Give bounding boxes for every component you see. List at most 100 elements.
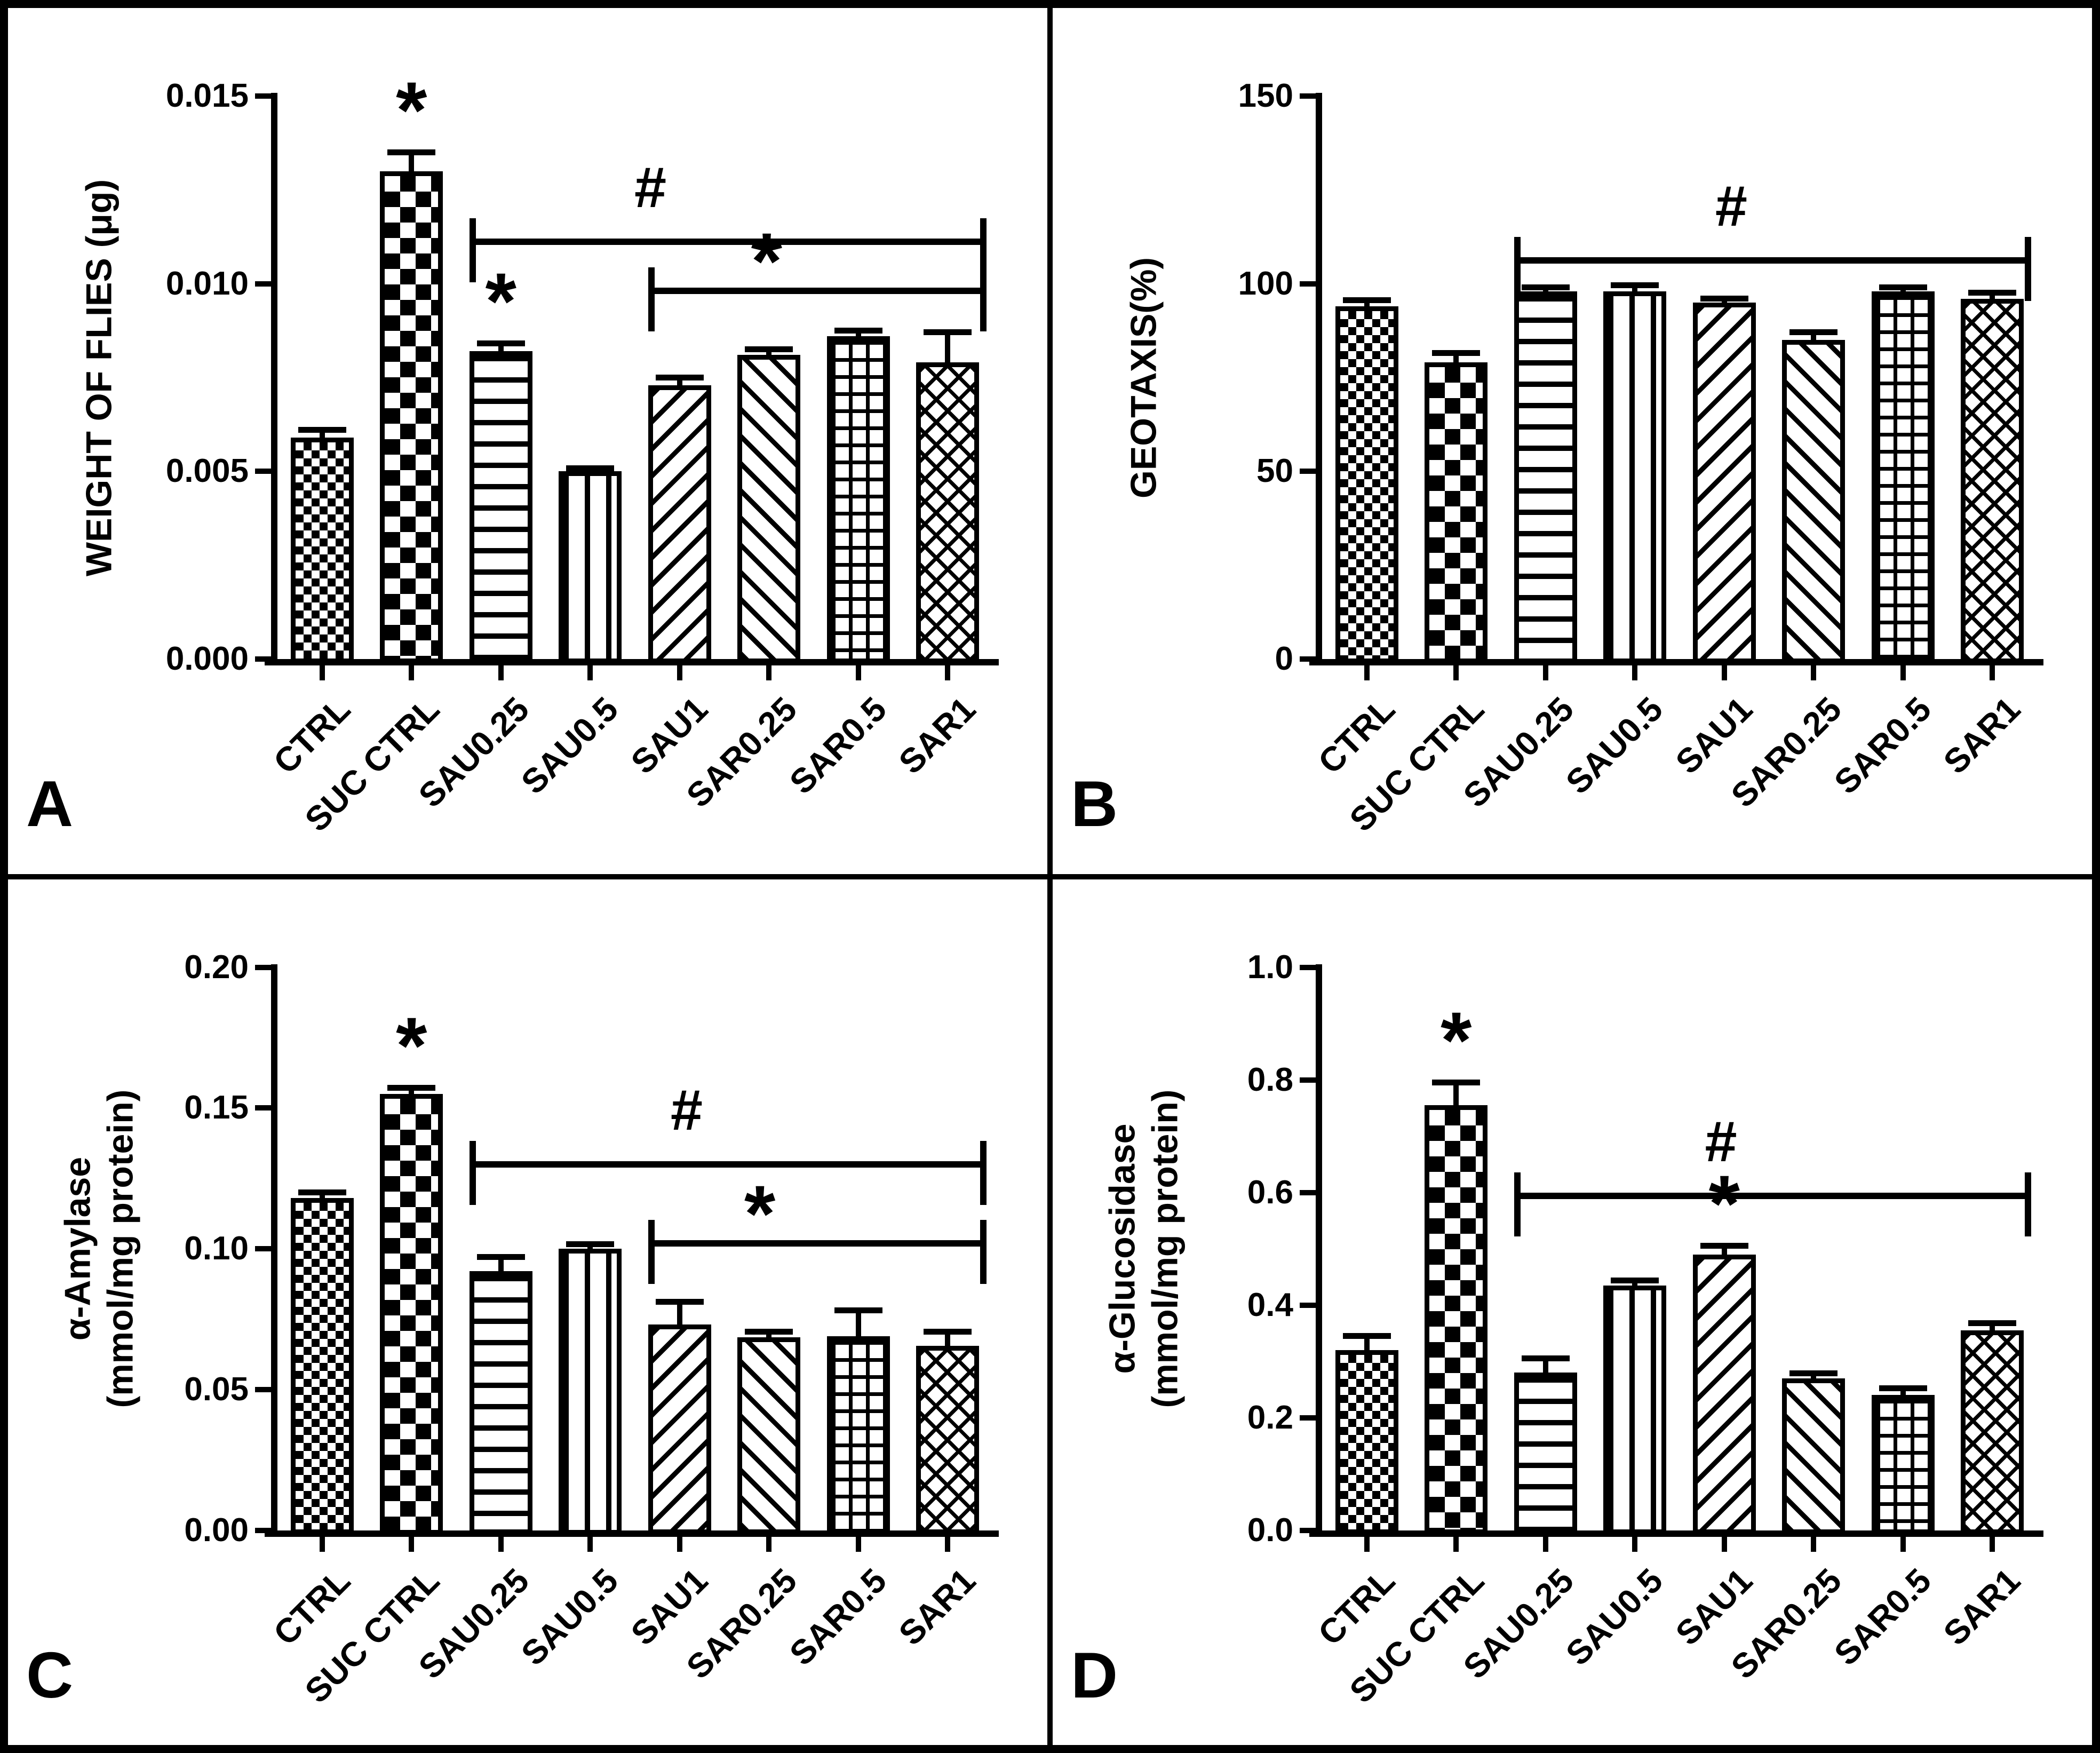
x-axis-tick xyxy=(766,1536,772,1552)
error-bar-stem xyxy=(766,349,772,358)
panel-a-plot-area: WEIGHT OF FLIES (μg) 0.000 0.005 0.010 0.015… xyxy=(8,8,1047,874)
y-axis-line xyxy=(1316,93,1322,665)
error-bar-cap xyxy=(566,1241,615,1248)
bar-sar0-25 xyxy=(737,355,801,663)
x-axis-tick xyxy=(677,1536,682,1552)
bar-sar0-5 xyxy=(1871,1395,1935,1535)
error-bar-stem xyxy=(1900,287,1906,294)
x-axis-tick xyxy=(1811,665,1817,680)
bar-sar0-5 xyxy=(826,336,890,663)
bar-sau0-25 xyxy=(469,1271,532,1535)
x-axis-tick xyxy=(319,1536,325,1552)
bracket-end-tick-right xyxy=(980,1141,987,1205)
bracket-end-tick-left xyxy=(469,218,476,283)
panel-b-plot-area: GEOTAXIS(%) 0 50 100 150 CTRL SUC CTRL SAU0.25 S… xyxy=(1053,8,2092,874)
x-axis-tick xyxy=(319,665,325,680)
panel-d: α-Glucosidase (mmol/mg protein) 0.0 0.2 0.4 0… xyxy=(1050,876,2095,1748)
x-axis-tick xyxy=(1632,665,1638,680)
significance-star: * xyxy=(396,65,427,155)
y-axis-tick-label: 150 xyxy=(1238,77,1293,114)
bar-sau0-25 xyxy=(469,351,532,663)
error-bar-stem xyxy=(677,1302,682,1327)
y-axis-tick xyxy=(255,656,271,662)
y-axis-tick-label: 0 xyxy=(1275,640,1293,677)
x-axis-tick xyxy=(1721,1536,1727,1552)
y-axis-title-line-2: (mmol/mg protein) xyxy=(1144,1089,1185,1408)
bracket-line xyxy=(469,1161,987,1168)
panel-c-plot-area: α-Amylase (mmol/mg protein) 0.00 0.05 0.10 0.… xyxy=(8,879,1047,1746)
x-category-label: CTRL xyxy=(266,1560,357,1653)
x-axis-tick xyxy=(409,1536,415,1552)
y-axis-tick xyxy=(1300,281,1316,287)
y-axis-tick-label: 0.05 xyxy=(184,1370,249,1408)
bracket-symbol: * xyxy=(744,1169,776,1259)
x-axis-tick xyxy=(855,1536,861,1552)
error-bar-cap xyxy=(1879,1385,1927,1391)
significance-star: * xyxy=(485,256,516,346)
error-bar-cap xyxy=(1432,350,1481,356)
x-axis-tick xyxy=(1811,1536,1817,1552)
y-axis-tick-label: 0.000 xyxy=(165,640,249,677)
y-axis-tick xyxy=(1300,469,1316,474)
y-axis-title: WEIGHT OF FLIES (μg) xyxy=(77,96,120,659)
error-bar-stem xyxy=(409,152,415,173)
bracket-symbol: # xyxy=(1715,173,1747,239)
y-axis-tick-label: 0.0 xyxy=(1247,1511,1293,1549)
error-bar-cap xyxy=(1342,1332,1391,1339)
y-axis-tick-label: 0.010 xyxy=(165,265,249,302)
y-axis-line xyxy=(271,93,277,665)
y-axis-tick xyxy=(1300,1077,1316,1083)
y-axis-line xyxy=(271,964,277,1537)
bracket-symbol: * xyxy=(751,216,782,306)
x-axis-line xyxy=(1309,1530,2043,1537)
panel-b-letter: B xyxy=(1071,767,1118,840)
y-axis-tick xyxy=(1300,1302,1316,1308)
bracket-symbol: # xyxy=(634,155,667,220)
x-axis-tick xyxy=(1542,1536,1548,1552)
bar-sar0-5 xyxy=(826,1336,890,1535)
x-axis-line xyxy=(265,659,999,665)
error-bar-cap xyxy=(1968,1320,2017,1327)
x-axis-tick xyxy=(945,1536,951,1552)
y-axis-tick-label: 0.00 xyxy=(184,1511,249,1549)
bar-sau1 xyxy=(648,385,711,663)
y-axis-tick-label: 0.10 xyxy=(184,1230,249,1267)
bar-ctrl xyxy=(290,438,354,663)
y-axis-title: α-Glucosidase (mmol/mg protein) xyxy=(1101,967,1186,1530)
y-axis-tick-label: 0.015 xyxy=(165,77,249,114)
y-axis-tick-label: 0.2 xyxy=(1247,1399,1293,1436)
bar-sar1 xyxy=(1961,1330,2024,1535)
error-bar-cap xyxy=(1521,1355,1570,1361)
bar-sar0-25 xyxy=(1782,340,1846,663)
y-axis-tick xyxy=(1300,1415,1316,1421)
y-axis-tick xyxy=(1300,1189,1316,1195)
x-axis-line xyxy=(1309,659,2043,665)
x-axis-tick xyxy=(677,665,682,680)
error-bar-stem xyxy=(1453,1082,1459,1107)
bar-ctrl xyxy=(290,1198,354,1535)
bracket-end-tick-left xyxy=(1514,1172,1521,1236)
error-bar-cap xyxy=(1789,1370,1838,1377)
error-bar-stem xyxy=(766,1331,772,1340)
x-axis-tick xyxy=(1900,1536,1906,1552)
y-axis-tick xyxy=(1300,656,1316,662)
bar-sar1 xyxy=(1961,298,2024,663)
error-bar-cap xyxy=(1789,329,1838,336)
x-axis-tick xyxy=(498,1536,504,1552)
bracket-symbol: # xyxy=(1705,1108,1737,1173)
significance-star: * xyxy=(396,1001,427,1091)
x-axis-tick xyxy=(1990,1536,1995,1552)
y-axis-tick-label: 0.15 xyxy=(184,1089,249,1127)
bracket-end-tick-left xyxy=(648,1220,655,1284)
error-bar-stem xyxy=(1542,287,1548,294)
bracket-end-tick-right xyxy=(980,218,987,283)
error-bar-cap xyxy=(476,340,525,347)
error-bar-stem xyxy=(498,344,504,354)
bar-sau0-5 xyxy=(1603,291,1667,663)
x-axis-tick xyxy=(1990,665,1995,680)
error-bar-stem xyxy=(1364,300,1370,308)
error-bar-cap xyxy=(924,1328,972,1335)
x-axis-tick xyxy=(1542,665,1548,680)
y-axis-tick-label: 0.20 xyxy=(184,948,249,986)
bar-ctrl xyxy=(1335,306,1398,663)
